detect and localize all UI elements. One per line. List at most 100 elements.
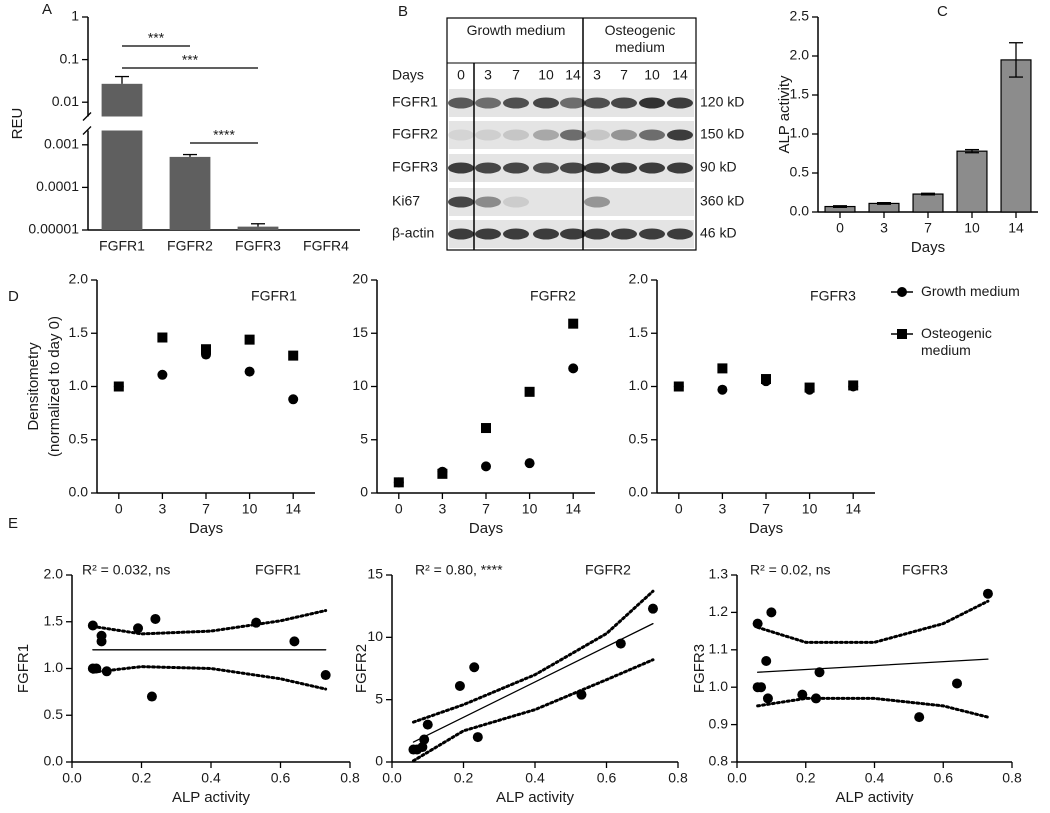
x-tick-label: 14 (845, 501, 861, 517)
scatter-point (87, 663, 98, 674)
bar (101, 83, 143, 230)
y-tick-label: 0.5 (629, 430, 649, 446)
x-axis-label: Days (911, 239, 945, 256)
x-tick-label: 0.2 (454, 770, 474, 786)
blot-band (584, 97, 610, 109)
panel-label: E (8, 515, 18, 532)
scatter-point (762, 693, 773, 704)
y-tick-label: 15 (367, 566, 383, 582)
x-tick-label: 7 (202, 501, 210, 517)
scatter-point (454, 680, 465, 691)
blot-band (448, 228, 474, 240)
blot-band (503, 228, 529, 240)
y-tick-label: 1.3 (709, 566, 729, 582)
y-tick-label: 0 (360, 484, 368, 500)
inner-title: FGFR3 (902, 562, 948, 578)
y-tick-label: 0.5 (790, 164, 810, 180)
y-tick-label: 0.01 (52, 93, 79, 109)
blot-days-label: Days (392, 67, 424, 83)
bar (912, 193, 944, 213)
blot-band (475, 129, 501, 141)
stat-label: R² = 0.80, **** (415, 562, 503, 578)
x-tick-label: 7 (924, 220, 932, 236)
blot-band (503, 129, 529, 141)
blot-band (611, 228, 637, 240)
marker-square (897, 329, 907, 339)
x-tick-label: 0.6 (597, 770, 617, 786)
blot-band (448, 162, 474, 174)
x-axis-label: ALP activity (496, 789, 575, 806)
y-tick-label: 0.0 (44, 753, 64, 769)
x-tick-label: 0.8 (1002, 770, 1022, 786)
x-tick-label: 3 (719, 501, 727, 517)
blot-day-label: 3 (484, 67, 492, 83)
x-axis-label: Days (469, 520, 503, 537)
y-tick-label: 2.0 (69, 271, 89, 287)
inner-title: FGFR1 (255, 562, 301, 578)
blot-day-label: 14 (565, 67, 581, 83)
marker-square (717, 363, 728, 374)
y-tick-label: 1.0 (709, 678, 729, 694)
legend-label-box: Osteogenic medium (921, 325, 992, 358)
x-tick-label: 0.8 (340, 770, 360, 786)
significance-label: *** (148, 30, 165, 46)
blot-size-label: 360 kD (700, 193, 744, 209)
y-tick-label: 1.0 (629, 377, 649, 393)
x-tick-label: 0 (395, 501, 403, 517)
marker-circle (897, 287, 907, 297)
scatter-point (150, 613, 161, 624)
x-tick-label: 14 (565, 501, 581, 517)
blot-band (503, 162, 529, 174)
marker-square (804, 382, 815, 393)
blot-band (503, 196, 529, 208)
blot-band (533, 162, 559, 174)
scatter-point (87, 620, 98, 631)
scatter-point (419, 734, 430, 745)
scatter-point (982, 588, 993, 599)
blot-band (584, 129, 610, 141)
x-tick-label: 0.4 (525, 770, 545, 786)
blot-band (584, 228, 610, 240)
confidence-band (91, 609, 328, 636)
scatter-point (756, 682, 767, 693)
scatter-point (146, 691, 157, 702)
x-tick-label: 0.0 (382, 770, 402, 786)
x-tick-label: 3 (439, 501, 447, 517)
scatter-point (814, 667, 825, 678)
bar (1000, 59, 1032, 213)
y-tick-label: 0.9 (709, 715, 729, 731)
blot-band (611, 97, 637, 109)
scatter-point (133, 623, 144, 634)
blot-group-label: Growth medium (466, 22, 566, 38)
scatter-point (289, 636, 300, 647)
confidence-band (411, 589, 655, 724)
x-tick-label: 0.6 (271, 770, 291, 786)
x-axis-label: Days (189, 520, 223, 537)
y-axis-label: FGFR1 (15, 644, 32, 693)
y-tick-label: 15 (352, 324, 368, 340)
blot-row-label: FGFR2 (392, 126, 438, 142)
blot-day-label: 3 (593, 67, 601, 83)
confidence-band (411, 658, 655, 763)
marker-square (848, 380, 859, 391)
x-axis-label: Days (749, 520, 783, 537)
blot-group-label: Osteogenic medium (604, 22, 676, 55)
scatter-point (251, 617, 262, 628)
panel-label: C (937, 3, 948, 20)
blot-row-label: Ki67 (392, 193, 420, 209)
scatter-point (752, 618, 763, 629)
blot-band (639, 162, 665, 174)
blot-band (560, 97, 586, 109)
blot-band (503, 97, 529, 109)
x-tick-label: 0 (836, 220, 844, 236)
legend-label: Osteogenic medium (921, 325, 992, 358)
y-tick-label: 0.0 (790, 203, 810, 219)
blot-day-label: 7 (512, 67, 520, 83)
scatter-point (469, 662, 480, 673)
marker-square (113, 381, 124, 392)
y-tick-label: 0.5 (44, 706, 64, 722)
y-tick-label: 2.0 (629, 271, 649, 287)
y-tick-label: 2.5 (790, 8, 810, 24)
scatter-point (766, 607, 777, 618)
